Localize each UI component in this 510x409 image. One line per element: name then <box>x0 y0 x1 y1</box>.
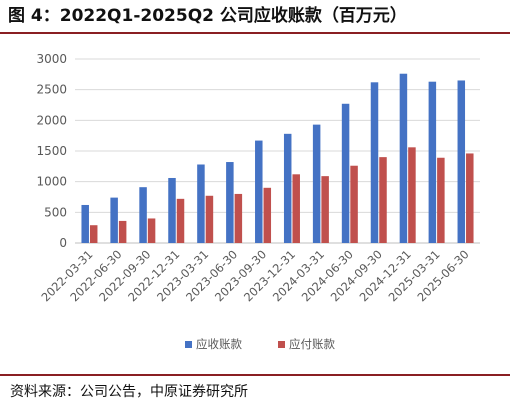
bar-payable-2023-12-31 <box>292 174 300 243</box>
legend-label: 应收账款 <box>196 337 242 351</box>
bar-payable-2022-12-31 <box>176 198 185 243</box>
y-tick-label: 0 <box>59 236 67 250</box>
bar-receivable-2025-06-30 <box>457 80 466 243</box>
bar-payable-2022-09-30 <box>147 218 156 243</box>
gridlines <box>75 58 480 244</box>
bar-receivable-2024-03-31 <box>312 124 321 243</box>
bar-receivable-2022-12-31 <box>168 177 176 243</box>
bar-series <box>81 73 474 244</box>
bar-payable-2025-06-30 <box>466 153 474 243</box>
source-note: 资料来源：公司公告，中原证券研究所 <box>10 384 248 400</box>
figure-title: 图 4：2022Q1-2025Q2 公司应收账款（百万元） <box>8 6 407 26</box>
bar-payable-2025-03-31 <box>437 157 445 243</box>
bar-receivable-2023-03-31 <box>197 164 205 243</box>
legend-swatch <box>278 341 285 348</box>
bar-payable-2024-03-31 <box>321 176 329 243</box>
bar-payable-2024-09-30 <box>379 157 387 243</box>
legend: 应收账款 应付账款 <box>185 337 335 351</box>
bar-payable-2022-06-30 <box>118 220 127 243</box>
legend-label: 应付账款 <box>289 337 335 351</box>
bar-chart: 0 500 1000 1500 2000 2500 3000 2022-03-312022-… <box>36 52 480 351</box>
bar-receivable-2024-06-30 <box>341 103 350 243</box>
y-tick-labels: 0 500 1000 1500 2000 2500 3000 <box>36 52 67 250</box>
y-tick-label: 2500 <box>36 83 67 97</box>
bar-payable-2024-12-31 <box>408 147 416 243</box>
y-tick-label: 1000 <box>36 175 67 189</box>
bar-payable-2023-03-31 <box>205 195 214 243</box>
bar-receivable-2023-12-31 <box>283 133 292 243</box>
bar-receivable-2024-12-31 <box>399 73 408 243</box>
bar-receivable-2023-09-30 <box>255 140 263 243</box>
bar-receivable-2022-09-30 <box>139 187 147 243</box>
title-divider <box>0 32 510 34</box>
y-tick-label: 1500 <box>36 144 67 158</box>
x-tick-labels: 2022-03-312022-06-302022-09-302022-12-31… <box>38 247 471 304</box>
bar-receivable-2024-09-30 <box>370 82 379 243</box>
y-tick-label: 3000 <box>36 52 67 66</box>
bar-payable-2023-06-30 <box>234 193 243 243</box>
bar-receivable-2025-03-31 <box>428 81 437 244</box>
bar-payable-2022-03-31 <box>89 225 98 243</box>
y-tick-label: 2000 <box>36 113 67 127</box>
y-tick-label: 500 <box>44 205 67 219</box>
bar-receivable-2022-03-31 <box>81 204 89 243</box>
source-divider <box>0 374 510 376</box>
bar-payable-2024-06-30 <box>350 165 358 243</box>
bar-receivable-2023-06-30 <box>226 162 234 243</box>
bar-receivable-2022-06-30 <box>110 197 118 243</box>
legend-swatch <box>185 341 192 348</box>
bar-payable-2023-09-30 <box>263 187 272 243</box>
